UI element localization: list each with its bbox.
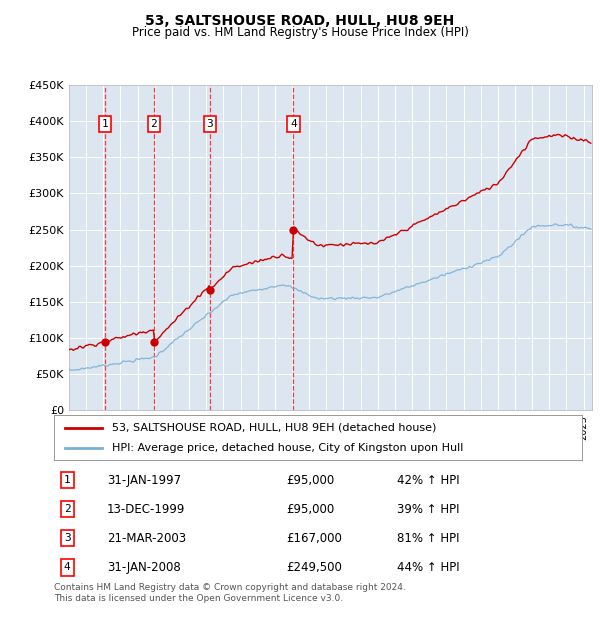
Text: 53, SALTSHOUSE ROAD, HULL, HU8 9EH: 53, SALTSHOUSE ROAD, HULL, HU8 9EH xyxy=(145,14,455,28)
Text: HPI: Average price, detached house, City of Kingston upon Hull: HPI: Average price, detached house, City… xyxy=(112,443,463,453)
Text: £249,500: £249,500 xyxy=(286,561,342,574)
Text: 2: 2 xyxy=(64,504,71,514)
Text: Price paid vs. HM Land Registry's House Price Index (HPI): Price paid vs. HM Land Registry's House … xyxy=(131,26,469,39)
Text: Contains HM Land Registry data © Crown copyright and database right 2024.
This d: Contains HM Land Registry data © Crown c… xyxy=(54,583,406,603)
Text: 3: 3 xyxy=(64,533,71,543)
Text: 13-DEC-1999: 13-DEC-1999 xyxy=(107,503,185,516)
Text: 31-JAN-1997: 31-JAN-1997 xyxy=(107,474,181,487)
Text: 2: 2 xyxy=(151,119,157,129)
Text: 42% ↑ HPI: 42% ↑ HPI xyxy=(397,474,460,487)
Text: £95,000: £95,000 xyxy=(286,503,335,516)
Text: £167,000: £167,000 xyxy=(286,532,342,545)
Text: 1: 1 xyxy=(64,475,71,485)
Text: 81% ↑ HPI: 81% ↑ HPI xyxy=(397,532,460,545)
Text: 3: 3 xyxy=(206,119,214,129)
Text: 4: 4 xyxy=(64,562,71,572)
Text: £95,000: £95,000 xyxy=(286,474,335,487)
Text: 4: 4 xyxy=(290,119,297,129)
Text: 21-MAR-2003: 21-MAR-2003 xyxy=(107,532,186,545)
Text: 53, SALTSHOUSE ROAD, HULL, HU8 9EH (detached house): 53, SALTSHOUSE ROAD, HULL, HU8 9EH (deta… xyxy=(112,423,436,433)
Text: 39% ↑ HPI: 39% ↑ HPI xyxy=(397,503,460,516)
Text: 44% ↑ HPI: 44% ↑ HPI xyxy=(397,561,460,574)
Text: 1: 1 xyxy=(101,119,108,129)
Text: 31-JAN-2008: 31-JAN-2008 xyxy=(107,561,181,574)
